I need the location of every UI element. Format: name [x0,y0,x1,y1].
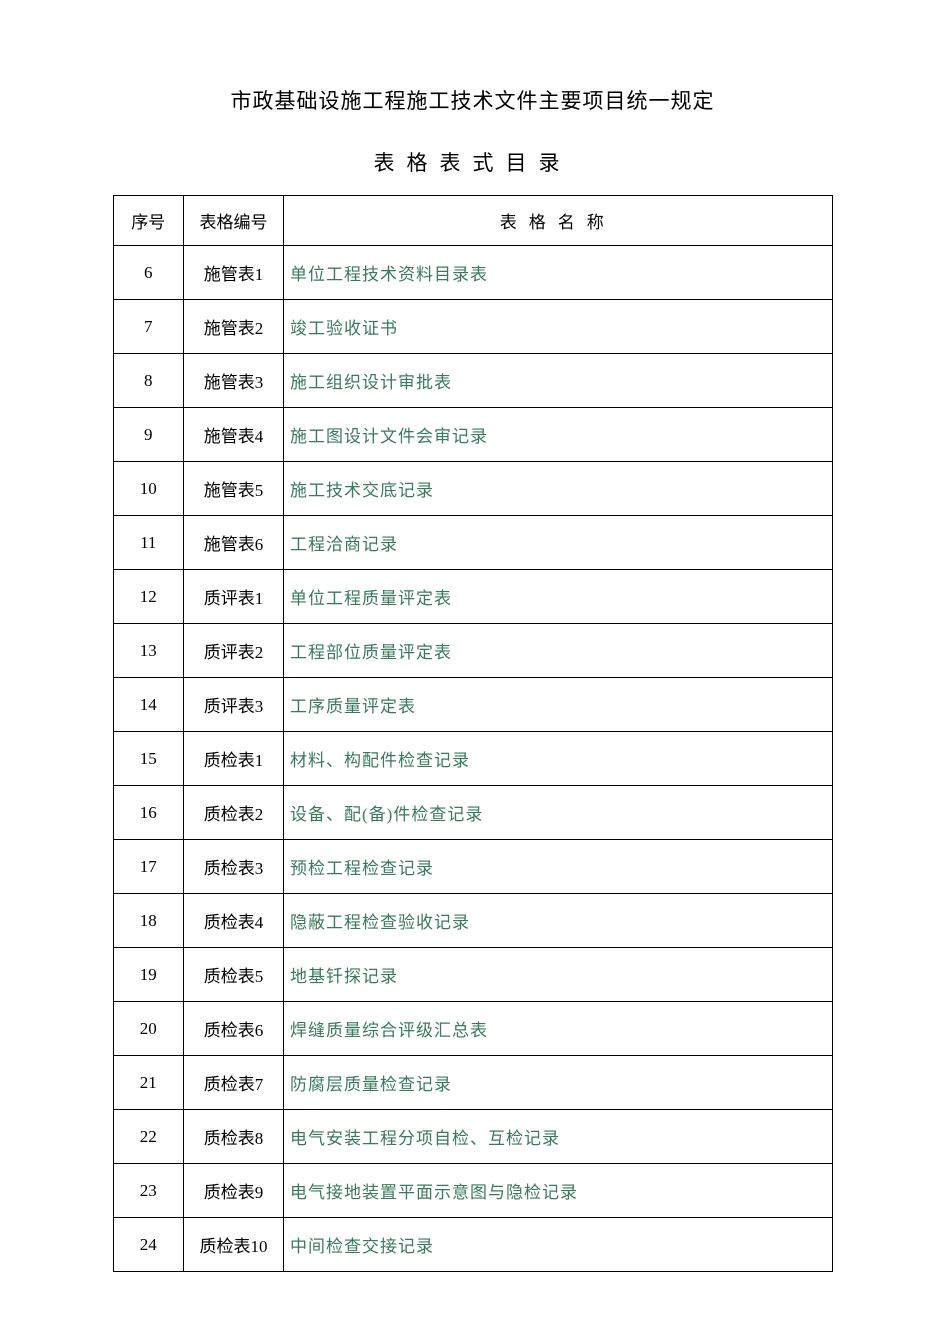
document-subtitle: 表格表式目录 [0,147,945,177]
table-body: 6施管表1单位工程技术资料目录表7施管表2竣工验收证书8施管表3施工组织设计审批… [114,246,832,1272]
cell-seq: 20 [114,1002,184,1056]
cell-seq: 6 [114,246,184,300]
cell-code: 质评表3 [184,678,284,732]
cell-name[interactable]: 单位工程技术资料目录表 [284,246,832,300]
cell-name[interactable]: 工程部位质量评定表 [284,624,832,678]
cell-name[interactable]: 竣工验收证书 [284,300,832,354]
cell-name[interactable]: 电气接地装置平面示意图与隐检记录 [284,1164,832,1218]
table-row: 23质检表9电气接地装置平面示意图与隐检记录 [114,1164,832,1218]
cell-name[interactable]: 施工组织设计审批表 [284,354,832,408]
cell-code: 施管表4 [184,408,284,462]
cell-code: 质检表4 [184,894,284,948]
table-container: 序号 表格编号 表格名称 6施管表1单位工程技术资料目录表7施管表2竣工验收证书… [113,195,833,1272]
cell-seq: 7 [114,300,184,354]
header-name: 表格名称 [284,196,832,246]
table-row: 13质评表2工程部位质量评定表 [114,624,832,678]
cell-code: 质检表6 [184,1002,284,1056]
cell-name[interactable]: 设备、配(备)件检查记录 [284,786,832,840]
cell-name[interactable]: 防腐层质量检查记录 [284,1056,832,1110]
cell-seq: 19 [114,948,184,1002]
cell-seq: 10 [114,462,184,516]
cell-code: 施管表3 [184,354,284,408]
table-row: 9施管表4施工图设计文件会审记录 [114,408,832,462]
table-row: 24质检表10中间检查交接记录 [114,1218,832,1272]
cell-name[interactable]: 预检工程检查记录 [284,840,832,894]
cell-name[interactable]: 工程洽商记录 [284,516,832,570]
cell-code: 质检表1 [184,732,284,786]
table-row: 11施管表6工程洽商记录 [114,516,832,570]
cell-code: 质检表9 [184,1164,284,1218]
cell-code: 质检表3 [184,840,284,894]
cell-seq: 17 [114,840,184,894]
table-row: 16质检表2设备、配(备)件检查记录 [114,786,832,840]
table-row: 12质评表1单位工程质量评定表 [114,570,832,624]
table-row: 15质检表1材料、构配件检查记录 [114,732,832,786]
cell-seq: 9 [114,408,184,462]
header-seq: 序号 [114,196,184,246]
cell-code: 施管表5 [184,462,284,516]
header-code: 表格编号 [184,196,284,246]
cell-code: 施管表2 [184,300,284,354]
cell-code: 质检表2 [184,786,284,840]
cell-name[interactable]: 地基钎探记录 [284,948,832,1002]
cell-name[interactable]: 焊缝质量综合评级汇总表 [284,1002,832,1056]
cell-seq: 22 [114,1110,184,1164]
cell-name[interactable]: 材料、构配件检查记录 [284,732,832,786]
table-row: 21质检表7防腐层质量检查记录 [114,1056,832,1110]
table-row: 8施管表3施工组织设计审批表 [114,354,832,408]
cell-seq: 12 [114,570,184,624]
cell-code: 质检表7 [184,1056,284,1110]
table-header-row: 序号 表格编号 表格名称 [114,196,832,246]
cell-name[interactable]: 隐蔽工程检查验收记录 [284,894,832,948]
table-row: 19质检表5地基钎探记录 [114,948,832,1002]
cell-name[interactable]: 施工技术交底记录 [284,462,832,516]
table-row: 17质检表3预检工程检查记录 [114,840,832,894]
cell-seq: 15 [114,732,184,786]
cell-code: 质检表5 [184,948,284,1002]
cell-seq: 24 [114,1218,184,1272]
document-title: 市政基础设施工程施工技术文件主要项目统一规定 [0,85,945,115]
table-row: 20质检表6焊缝质量综合评级汇总表 [114,1002,832,1056]
cell-seq: 14 [114,678,184,732]
cell-seq: 13 [114,624,184,678]
cell-name[interactable]: 单位工程质量评定表 [284,570,832,624]
cell-code: 施管表1 [184,246,284,300]
cell-code: 质评表1 [184,570,284,624]
cell-name[interactable]: 电气安装工程分项自检、互检记录 [284,1110,832,1164]
table-row: 7施管表2竣工验收证书 [114,300,832,354]
cell-name[interactable]: 工序质量评定表 [284,678,832,732]
cell-code: 质检表10 [184,1218,284,1272]
cell-seq: 18 [114,894,184,948]
table-row: 14质评表3工序质量评定表 [114,678,832,732]
cell-seq: 16 [114,786,184,840]
table-row: 22质检表8电气安装工程分项自检、互检记录 [114,1110,832,1164]
cell-name[interactable]: 中间检查交接记录 [284,1218,832,1272]
cell-code: 质检表8 [184,1110,284,1164]
table-row: 6施管表1单位工程技术资料目录表 [114,246,832,300]
cell-seq: 11 [114,516,184,570]
cell-code: 施管表6 [184,516,284,570]
table-row: 18质检表4隐蔽工程检查验收记录 [114,894,832,948]
cell-name[interactable]: 施工图设计文件会审记录 [284,408,832,462]
cell-seq: 8 [114,354,184,408]
cell-code: 质评表2 [184,624,284,678]
table-row: 10施管表5施工技术交底记录 [114,462,832,516]
cell-seq: 21 [114,1056,184,1110]
cell-seq: 23 [114,1164,184,1218]
forms-index-table: 序号 表格编号 表格名称 6施管表1单位工程技术资料目录表7施管表2竣工验收证书… [114,196,832,1272]
